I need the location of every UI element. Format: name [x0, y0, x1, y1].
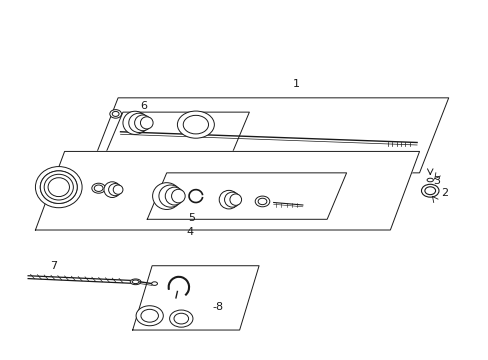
- Ellipse shape: [152, 183, 181, 210]
- Ellipse shape: [224, 192, 240, 207]
- Ellipse shape: [112, 111, 119, 116]
- Ellipse shape: [424, 187, 435, 195]
- Ellipse shape: [258, 198, 266, 204]
- Polygon shape: [103, 112, 249, 158]
- Ellipse shape: [48, 178, 69, 197]
- Ellipse shape: [94, 185, 103, 192]
- Ellipse shape: [255, 196, 269, 207]
- Text: 4: 4: [186, 228, 193, 237]
- Ellipse shape: [35, 167, 82, 208]
- Ellipse shape: [44, 174, 73, 200]
- Ellipse shape: [134, 115, 151, 131]
- Polygon shape: [132, 266, 259, 330]
- Ellipse shape: [110, 110, 121, 118]
- Ellipse shape: [104, 182, 120, 198]
- Ellipse shape: [136, 306, 163, 326]
- Ellipse shape: [130, 279, 141, 285]
- Ellipse shape: [40, 171, 77, 203]
- Text: 5: 5: [188, 213, 195, 223]
- Ellipse shape: [165, 187, 183, 205]
- Ellipse shape: [122, 111, 147, 134]
- Ellipse shape: [140, 117, 153, 129]
- Ellipse shape: [171, 189, 185, 203]
- Text: 6: 6: [140, 100, 147, 111]
- Text: 1: 1: [292, 79, 300, 89]
- Polygon shape: [35, 152, 419, 230]
- Ellipse shape: [92, 183, 105, 193]
- Ellipse shape: [40, 171, 77, 203]
- Text: -8: -8: [212, 302, 224, 312]
- Ellipse shape: [44, 174, 73, 200]
- Ellipse shape: [169, 310, 193, 327]
- Text: 7: 7: [50, 261, 57, 271]
- Polygon shape: [147, 173, 346, 219]
- Polygon shape: [89, 98, 448, 173]
- Ellipse shape: [426, 178, 432, 182]
- Ellipse shape: [219, 190, 238, 209]
- Ellipse shape: [128, 113, 149, 132]
- Ellipse shape: [421, 184, 438, 197]
- Ellipse shape: [113, 185, 122, 194]
- Text: 2: 2: [441, 188, 447, 198]
- Ellipse shape: [159, 185, 182, 207]
- Text: 3: 3: [432, 176, 439, 185]
- Ellipse shape: [174, 313, 188, 324]
- Ellipse shape: [177, 111, 214, 138]
- Ellipse shape: [229, 194, 241, 205]
- Ellipse shape: [183, 115, 208, 134]
- Ellipse shape: [151, 282, 157, 285]
- Ellipse shape: [132, 280, 139, 284]
- Ellipse shape: [141, 309, 158, 322]
- Ellipse shape: [108, 184, 122, 196]
